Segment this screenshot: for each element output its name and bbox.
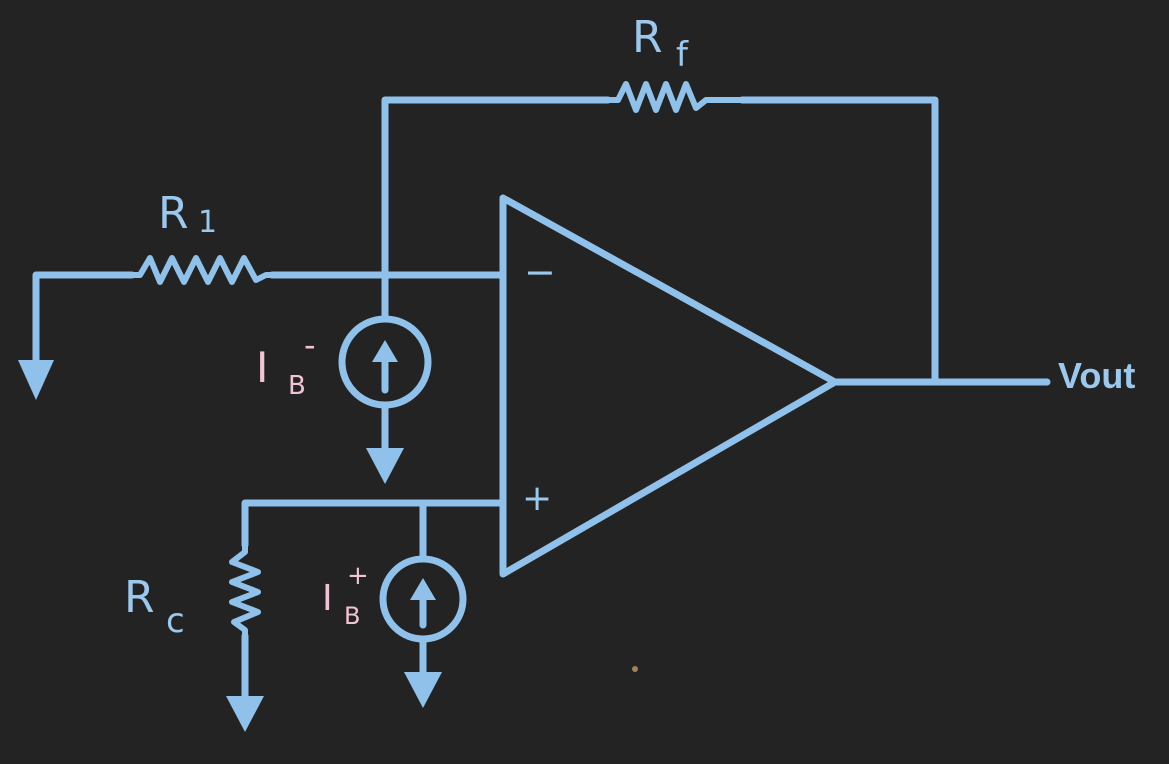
rc-label-main: R (124, 572, 155, 623)
rf-label-sub: f (676, 35, 689, 75)
ib-plus-label-main: I (322, 578, 333, 619)
ground-arrow-r1 (18, 360, 54, 400)
resistor-rc (229, 542, 261, 639)
r1-ground-wire (32, 271, 136, 377)
op-amp-triangle (499, 194, 839, 578)
ground-arrow-ib-plus (404, 672, 442, 708)
ground-arrow-ib-minus (366, 448, 404, 484)
stray-dot (632, 666, 638, 672)
ib-minus-label-sign: - (304, 326, 316, 364)
ib-minus-label-main: I (256, 343, 268, 392)
noninverting-input-wire (241, 499, 504, 549)
ib-minus-arrow-head (372, 340, 398, 362)
ib-plus-label-sub: B (344, 602, 360, 630)
resistor-r1 (129, 255, 275, 285)
noninverting-sign: + (522, 478, 552, 519)
ib-minus-label-sub: B (288, 371, 306, 401)
ib-plus-label-sign: + (347, 561, 369, 591)
rc-label-sub: c (166, 601, 185, 641)
ground-arrow-rc (226, 696, 264, 732)
r1-label-main: R (158, 188, 189, 239)
inverting-sign: − (524, 250, 556, 294)
rf-label-main: R (632, 12, 663, 63)
feedback-wire-left (381, 96, 612, 279)
r1-label-sub: 1 (198, 205, 217, 240)
output-label: Vout (1058, 355, 1135, 396)
feedback-wire-right (738, 96, 939, 386)
ib-plus-arrow-head (410, 578, 436, 600)
resistor-rf (605, 81, 745, 113)
